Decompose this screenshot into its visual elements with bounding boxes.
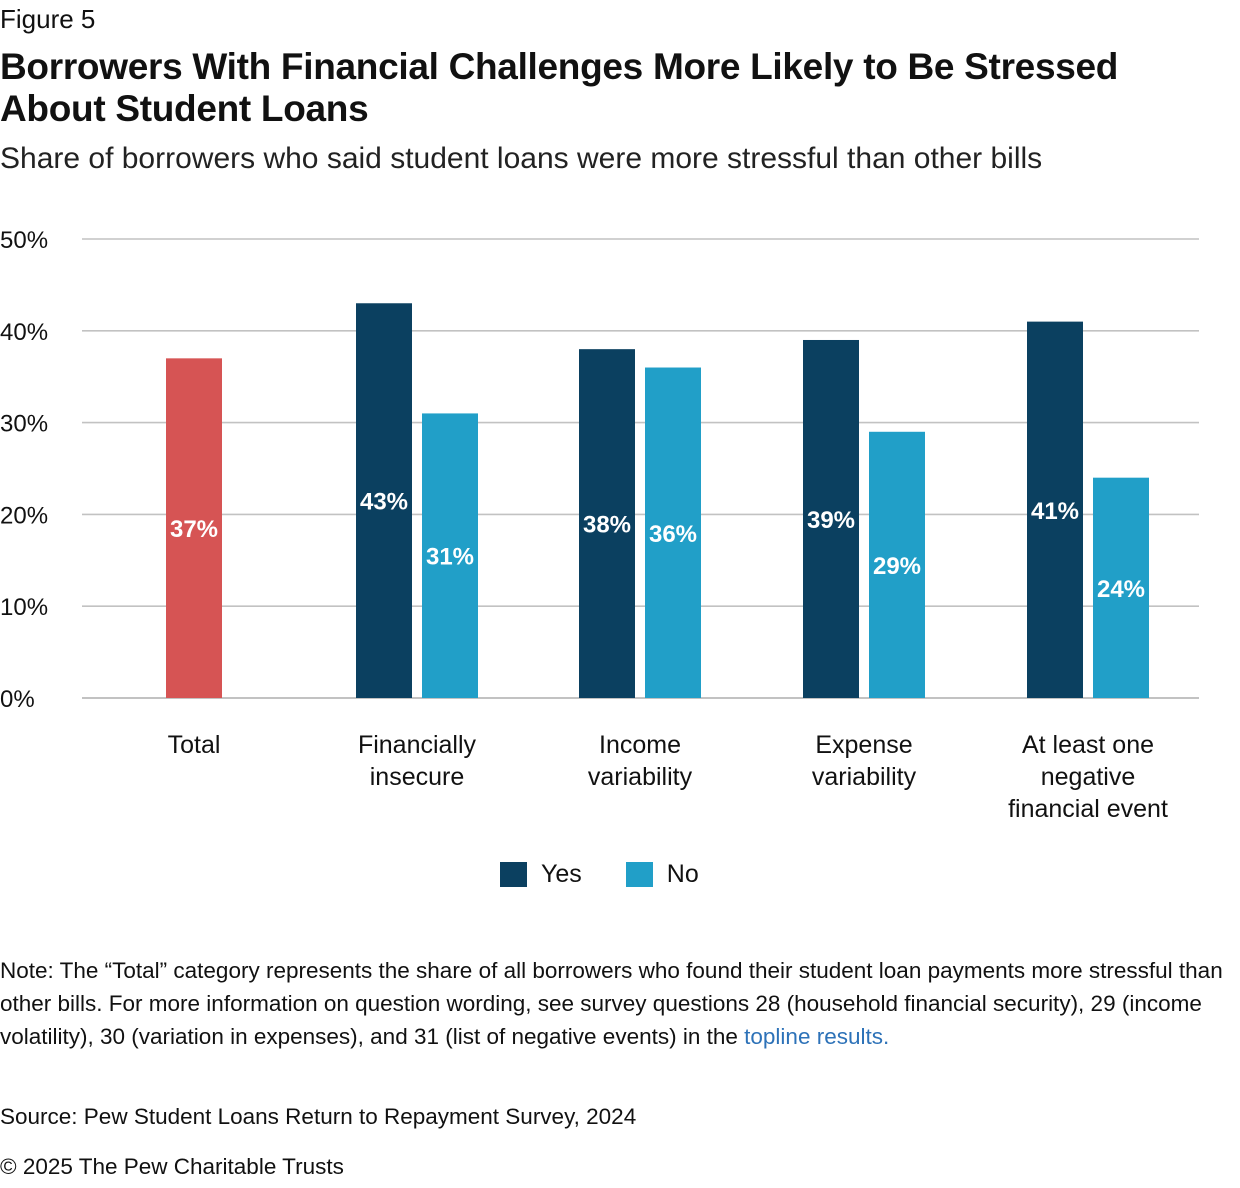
data-label: 31% [426, 544, 474, 571]
legend: Yes No [500, 860, 743, 889]
data-label: 24% [1097, 576, 1145, 603]
bar-yes [1027, 321, 1083, 698]
data-label: 38% [583, 512, 631, 539]
y-tick-label: 40% [0, 319, 48, 346]
y-tick-label: 50% [0, 227, 48, 254]
data-label: 39% [807, 507, 855, 534]
copyright: © 2025 The Pew Charitable Trusts [0, 1154, 344, 1179]
figure-label: Figure 5 [0, 4, 96, 34]
bar-no [422, 413, 478, 698]
x-category-label: negative [1041, 763, 1136, 791]
legend-item-no: No [625, 860, 699, 889]
x-category-label: variability [812, 763, 917, 791]
y-tick-label: 0% [0, 686, 35, 713]
x-category-label: Expense [815, 731, 912, 759]
bar-chart: 0% 10% 20% 30% 40% 50% 37% 43% 38% 39% 41% 31% 36% 29… [0, 227, 1199, 823]
chart-subtitle: Share of borrowers who said student loan… [0, 142, 1043, 175]
data-label: 36% [649, 521, 697, 548]
bar-yes [356, 303, 412, 698]
chart-source: Source: Pew Student Loans Return to Repa… [0, 1104, 637, 1129]
bar-total [166, 358, 222, 698]
x-category-label: Financially [358, 731, 477, 759]
legend-item-yes: Yes [500, 860, 582, 889]
y-tick-label: 30% [0, 411, 48, 438]
bar-yes [579, 349, 635, 698]
x-category-label: Income [599, 731, 681, 759]
chart-title: Borrowers With Financial Challenges More… [0, 46, 1119, 129]
legend-label-no: No [666, 860, 699, 888]
data-label: 37% [170, 516, 218, 543]
x-category-label: Total [168, 731, 221, 759]
legend-swatch-no [625, 862, 653, 887]
topline-results-link[interactable]: topline results. [744, 1024, 890, 1049]
bar-no [645, 367, 701, 698]
x-category-label: financial event [1008, 795, 1168, 823]
y-tick-label: 10% [0, 594, 48, 621]
x-category-label: At least one [1022, 731, 1154, 759]
note-text: Note: The “Total” category represents th… [0, 958, 1223, 1049]
data-label: 29% [873, 553, 921, 580]
data-label: 43% [360, 489, 408, 516]
legend-swatch-yes [500, 862, 527, 887]
y-tick-label: 20% [0, 502, 48, 529]
x-category-label: variability [588, 763, 693, 791]
legend-label-yes: Yes [541, 860, 582, 888]
data-label: 41% [1031, 498, 1079, 525]
chart-note: Note: The “Total” category represents th… [0, 954, 1236, 1053]
x-category-label: insecure [370, 763, 465, 791]
bar-no [869, 431, 925, 698]
bar-no [1093, 477, 1149, 698]
bar-yes [803, 339, 859, 698]
